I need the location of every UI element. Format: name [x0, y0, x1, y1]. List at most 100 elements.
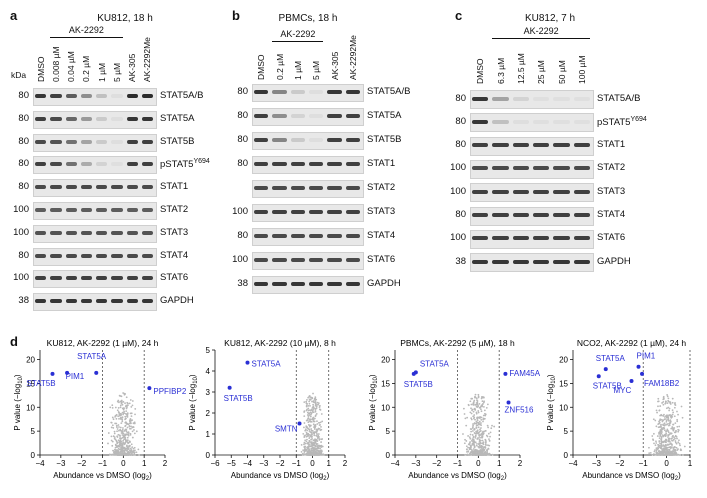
background-point — [129, 399, 132, 401]
background-point — [316, 423, 319, 425]
background-point — [304, 442, 307, 445]
background-point — [307, 435, 309, 438]
background-point — [681, 416, 684, 419]
background-point — [311, 433, 313, 436]
panel_a-band — [126, 230, 138, 235]
panel_a-band-name-text: STAT5A/B — [160, 90, 204, 101]
background-point — [317, 446, 320, 449]
background-point — [473, 441, 476, 444]
panel_b-band — [345, 162, 360, 166]
background-point — [481, 439, 484, 442]
background-point — [123, 438, 125, 441]
panel_c-band — [573, 119, 590, 124]
panel_b-blot-strip — [252, 276, 364, 294]
background-point — [120, 451, 122, 453]
x-axis-label-close: ) — [504, 471, 507, 480]
background-point — [660, 435, 663, 438]
background-point — [120, 442, 123, 445]
background-point — [667, 434, 670, 436]
panel_b-band — [272, 234, 287, 238]
background-point — [320, 444, 323, 447]
background-point — [671, 444, 673, 446]
background-point — [482, 430, 484, 433]
background-point — [306, 399, 308, 401]
panel_a-band — [111, 162, 123, 167]
highlight-label-smtn: SMTN — [275, 425, 298, 434]
panel_a-band-name: STAT4 — [160, 250, 188, 261]
background-point — [119, 453, 121, 456]
panel_c-band — [472, 143, 489, 148]
panel_a-band — [141, 208, 153, 212]
background-point — [671, 409, 674, 412]
background-point — [665, 415, 668, 418]
background-point — [660, 445, 663, 448]
background-point — [471, 408, 474, 411]
background-point — [117, 424, 120, 426]
y-axis-label-main: P value (−log — [188, 384, 197, 431]
panel_c-band-name-text: STAT1 — [597, 139, 626, 151]
panel_a-band — [35, 162, 47, 167]
panel_c-band — [512, 189, 529, 194]
background-point — [660, 451, 663, 454]
background-point — [480, 444, 483, 447]
background-point — [120, 430, 123, 433]
background-point — [467, 435, 470, 437]
panel_c-band — [533, 96, 550, 101]
background-point — [126, 426, 129, 429]
panel_b-band — [254, 186, 269, 190]
background-point — [671, 439, 673, 442]
y-tick-label: 10 — [559, 403, 568, 412]
panel_b-band-name-text: STAT5A — [367, 110, 402, 121]
panel_b-band — [309, 138, 324, 142]
background-point — [138, 454, 141, 456]
background-point — [659, 418, 662, 421]
panel_c-band — [553, 236, 570, 241]
background-point — [120, 448, 122, 451]
background-point — [478, 451, 480, 454]
highlight-point-pim1 — [636, 364, 641, 369]
background-point — [119, 441, 122, 444]
background-point — [678, 425, 681, 428]
y-tick-label: 20 — [559, 356, 568, 365]
background-point — [480, 424, 483, 427]
panel_b-mw-marker: 38 — [237, 278, 248, 289]
background-point — [660, 440, 663, 443]
background-point — [304, 428, 307, 431]
background-point — [312, 431, 315, 434]
panel_c-mw-marker: 80 — [455, 92, 466, 104]
background-point — [308, 402, 311, 405]
background-point — [465, 440, 468, 442]
panel_c-band — [533, 143, 550, 148]
background-point — [119, 404, 122, 407]
panel_b-bracket-line — [272, 41, 324, 42]
background-point — [125, 430, 128, 433]
background-point — [464, 438, 466, 441]
background-point — [667, 417, 670, 420]
panel_c-band — [533, 236, 550, 241]
background-point — [133, 429, 135, 431]
highlight-point-stat5a — [65, 370, 70, 375]
panel_a-band — [80, 185, 92, 190]
volcano-title: NCO2, AK-2292 (1 µM), 24 h — [577, 338, 687, 348]
background-point — [130, 425, 132, 428]
panel_a-band-name: STAT3 — [160, 227, 188, 238]
background-point — [483, 452, 486, 454]
background-point — [114, 446, 117, 449]
panel_c-band-name-sup: Y694 — [630, 115, 647, 123]
panel_a-band — [50, 276, 62, 281]
background-point — [314, 453, 317, 456]
panel_a-blot-strip — [33, 179, 157, 198]
panel_a-band — [96, 162, 108, 167]
background-point — [672, 423, 674, 426]
panel_b-band — [254, 90, 269, 94]
background-point — [123, 393, 126, 396]
x-tick-label: −3 — [592, 459, 602, 468]
panel_a-band — [80, 116, 92, 121]
background-point — [475, 452, 478, 455]
background-point — [124, 402, 126, 405]
panel_b-band — [254, 162, 269, 166]
background-point — [305, 405, 308, 408]
background-point — [472, 438, 475, 441]
background-point — [312, 439, 315, 442]
background-point — [122, 439, 125, 442]
